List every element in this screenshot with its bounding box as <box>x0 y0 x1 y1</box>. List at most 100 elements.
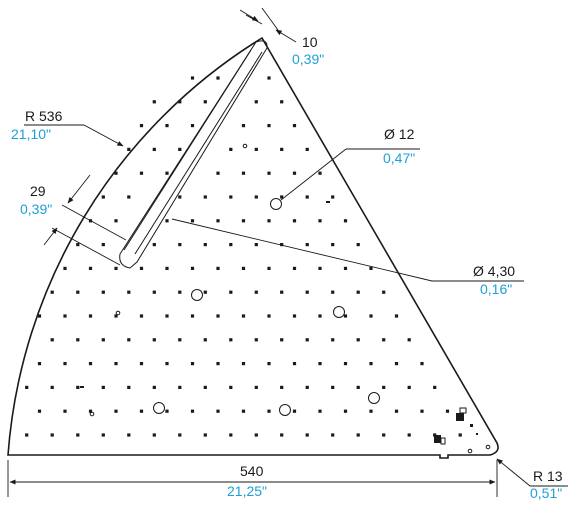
part-outline <box>7 36 499 459</box>
pattern-hole <box>165 219 169 223</box>
pattern-hole <box>127 290 131 294</box>
pattern-hole <box>241 171 246 175</box>
pattern-hole <box>152 385 156 389</box>
pattern-hole <box>88 266 93 270</box>
pattern-hole <box>203 385 207 389</box>
pattern-hole <box>280 100 284 104</box>
pattern-hole <box>139 314 144 318</box>
pattern-hole <box>267 409 271 413</box>
pattern-hole <box>280 147 284 151</box>
pattern-hole <box>420 409 424 413</box>
pattern-hole <box>280 195 284 199</box>
pattern-hole <box>190 362 195 366</box>
pattern-hole <box>139 362 144 366</box>
pattern-hole <box>152 147 156 151</box>
pattern-hole <box>37 409 42 413</box>
pattern-hole <box>203 195 207 199</box>
pattern-hole <box>331 338 335 342</box>
pattern-hole <box>382 338 386 342</box>
pattern-hole <box>280 385 284 389</box>
pattern-hole <box>114 219 118 223</box>
pattern-hole <box>114 362 118 366</box>
pattern-hole <box>178 338 182 342</box>
large-hole <box>368 392 380 404</box>
dimension-small-hole: Ø 4,30 0,16" <box>171 218 524 297</box>
pattern-hole <box>369 266 373 270</box>
pattern-hole <box>101 243 105 247</box>
pattern-hole <box>152 338 156 342</box>
pattern-hole <box>50 385 54 389</box>
slot-width-metric: 10 <box>302 34 318 50</box>
pattern-hole <box>178 243 182 247</box>
pattern-hole <box>369 409 373 413</box>
pattern-hole <box>165 409 169 413</box>
pattern-hole <box>267 124 271 128</box>
slot-height-imperial: 0,39" <box>20 201 52 217</box>
pattern-hole <box>292 124 297 128</box>
pattern-hole <box>165 124 169 128</box>
pattern-hole <box>76 433 80 437</box>
pattern-hole <box>267 219 271 223</box>
small-hole-imperial: 0,16" <box>480 281 512 297</box>
pattern-hole <box>37 314 42 318</box>
pattern-hole <box>305 338 309 342</box>
pattern-hole <box>229 290 233 294</box>
pattern-hole <box>178 385 182 389</box>
pattern-hole <box>331 290 335 294</box>
pattern-hole <box>190 409 195 413</box>
pattern-hole <box>101 433 105 437</box>
pattern-hole <box>382 385 386 389</box>
arc-radius-imperial: 21,10" <box>11 126 51 142</box>
pattern-hole <box>343 314 348 318</box>
pattern-hole <box>254 147 258 151</box>
pattern-hole <box>356 338 360 342</box>
pattern-hole <box>178 433 182 437</box>
pattern-hole <box>216 76 220 80</box>
dimension-slot-height: 29 0,39" <box>20 174 127 266</box>
small-hole <box>115 310 121 316</box>
pattern-hole <box>254 100 258 104</box>
pattern-hole <box>229 433 233 437</box>
small-hole <box>242 143 248 149</box>
pattern-hole <box>292 362 297 366</box>
pattern-hole <box>127 147 131 151</box>
pattern-hole <box>433 385 437 389</box>
pattern-hole <box>292 171 297 175</box>
pattern-hole <box>88 362 93 366</box>
arc-radius-metric: R 536 <box>25 108 63 124</box>
pattern-hole <box>241 124 246 128</box>
dimension-slot-width: 10 0,39" <box>239 7 324 67</box>
corner-radius-metric: R 13 <box>533 468 563 484</box>
pattern-hole <box>229 147 233 151</box>
large-hole <box>333 306 345 318</box>
pattern-hole <box>369 314 373 318</box>
pattern-hole <box>356 290 360 294</box>
pattern-hole <box>178 100 182 104</box>
pattern-hole <box>152 100 156 104</box>
pattern-hole <box>254 195 258 199</box>
pattern-hole <box>114 409 118 413</box>
pattern-hole <box>76 243 80 247</box>
pattern-hole <box>331 195 335 199</box>
pattern-hole <box>50 433 54 437</box>
pattern-hole <box>280 338 284 342</box>
pattern-hole <box>394 314 399 318</box>
pattern-hole <box>229 338 233 342</box>
pattern-hole <box>280 243 284 247</box>
pattern-hole <box>343 219 348 223</box>
large-hole <box>153 402 165 414</box>
pattern-hole <box>25 385 29 389</box>
pattern-hole <box>63 314 67 318</box>
pattern-hole <box>331 433 335 437</box>
pattern-hole <box>229 243 233 247</box>
pattern-hole <box>203 290 207 294</box>
pattern-hole <box>318 409 322 413</box>
pattern-hole <box>216 314 220 318</box>
pattern-hole <box>318 266 322 270</box>
pattern-hole <box>407 338 411 342</box>
pattern-hole <box>267 314 271 318</box>
pattern-hole <box>127 433 131 437</box>
pattern-hole <box>178 195 182 199</box>
large-hole <box>270 198 282 210</box>
pattern-hole <box>114 266 118 270</box>
